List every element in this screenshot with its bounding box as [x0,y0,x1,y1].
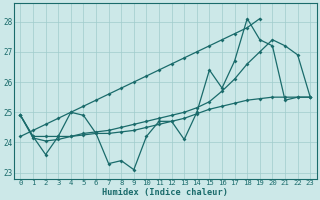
X-axis label: Humidex (Indice chaleur): Humidex (Indice chaleur) [102,188,228,197]
